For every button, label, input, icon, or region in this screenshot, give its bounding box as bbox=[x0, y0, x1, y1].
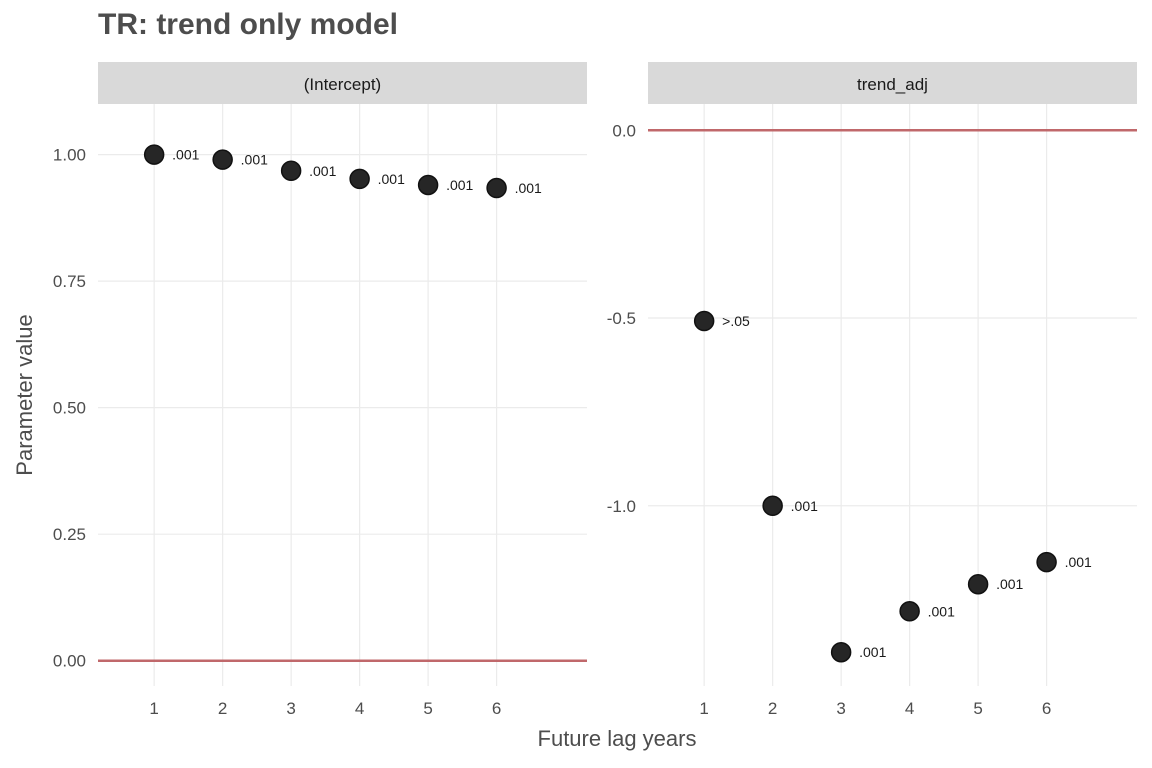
point-label: .001 bbox=[241, 152, 268, 168]
x-tick-label: 2 bbox=[768, 699, 777, 718]
point-label: .001 bbox=[996, 576, 1023, 592]
x-tick-label: 3 bbox=[286, 699, 295, 718]
point-label: .001 bbox=[172, 147, 199, 163]
x-tick-label: 5 bbox=[973, 699, 982, 718]
data-point bbox=[486, 177, 507, 199]
x-tick-label: 4 bbox=[355, 699, 364, 718]
y-tick-label: 0.0 bbox=[612, 121, 636, 140]
x-tick-label: 3 bbox=[836, 699, 845, 718]
x-tick-label: 6 bbox=[492, 699, 501, 718]
y-tick-label: 0.50 bbox=[53, 399, 86, 418]
panel-strip-2 bbox=[648, 62, 1137, 104]
data-point bbox=[693, 310, 715, 332]
point-label: >.05 bbox=[722, 313, 750, 329]
chart-title: TR: trend only model bbox=[98, 8, 398, 41]
data-point bbox=[762, 495, 783, 517]
data-point bbox=[349, 168, 370, 190]
y-tick-label: -1.0 bbox=[607, 497, 636, 516]
data-point bbox=[1036, 551, 1057, 573]
y-axis-title: Parameter value bbox=[12, 314, 37, 475]
panel-strip-1 bbox=[98, 62, 587, 104]
point-label: .001 bbox=[859, 644, 886, 660]
data-point bbox=[417, 174, 439, 196]
y-tick-label: 1.00 bbox=[53, 146, 86, 165]
data-point bbox=[967, 573, 989, 595]
point-label: .001 bbox=[791, 498, 818, 514]
point-label: .001 bbox=[378, 171, 405, 187]
x-tick-label: 1 bbox=[699, 699, 708, 718]
data-point bbox=[830, 641, 852, 663]
data-point bbox=[899, 601, 920, 622]
point-label: .001 bbox=[515, 180, 542, 196]
x-tick-label: 5 bbox=[423, 699, 432, 718]
data-point bbox=[143, 144, 165, 165]
point-label: .001 bbox=[446, 177, 473, 193]
y-tick-label: 0.00 bbox=[53, 652, 86, 671]
x-tick-label: 1 bbox=[149, 699, 158, 718]
y-tick-label: -0.5 bbox=[607, 309, 636, 328]
point-label: .001 bbox=[309, 163, 336, 179]
y-tick-label: 0.75 bbox=[53, 272, 86, 291]
y-tick-label: 0.25 bbox=[53, 525, 86, 544]
point-label: .001 bbox=[1065, 554, 1092, 570]
data-point bbox=[212, 149, 233, 170]
x-tick-label: 2 bbox=[218, 699, 227, 718]
point-label: .001 bbox=[928, 603, 955, 619]
panel-strip-label-2: trend_adj bbox=[857, 75, 928, 94]
x-tick-label: 6 bbox=[1042, 699, 1051, 718]
x-tick-label: 4 bbox=[905, 699, 914, 718]
x-axis-title: Future lag years bbox=[538, 726, 697, 751]
data-point bbox=[280, 160, 302, 182]
panel-strip-label-1: (Intercept) bbox=[304, 75, 381, 94]
